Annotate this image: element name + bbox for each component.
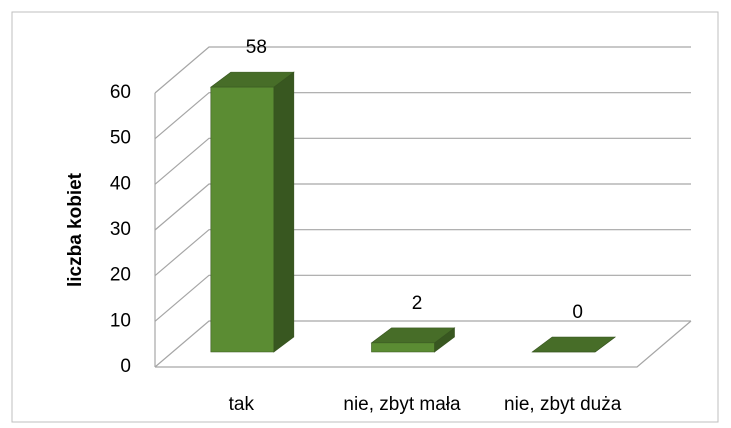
bar-front: [371, 342, 435, 353]
y-tick-label: 30: [110, 219, 131, 240]
data-label: 2: [412, 293, 423, 314]
bar: [370, 327, 456, 353]
x-tick-label: tak: [229, 394, 255, 415]
grid-line: [154, 92, 691, 140]
bar-front: [210, 86, 275, 353]
y-tick-label: 60: [110, 82, 131, 103]
data-label: 0: [572, 302, 583, 323]
grid-line: [154, 46, 691, 94]
chart-border: [11, 11, 719, 423]
y-tick-label: 0: [120, 356, 131, 377]
bar-top: [531, 336, 617, 353]
bar: [531, 336, 617, 353]
y-tick-label: 20: [110, 265, 131, 286]
y-tick-label: 50: [110, 128, 131, 149]
y-tick-label: 10: [110, 310, 131, 331]
grid-line: [154, 229, 691, 277]
data-label: 58: [246, 37, 267, 58]
floor: [155, 320, 692, 368]
x-tick-label: nie, zbyt duża: [504, 394, 622, 415]
bar: [209, 71, 295, 353]
y-tick-label: 40: [110, 173, 131, 194]
grid-line: [154, 137, 691, 185]
y-axis-label: liczba kobiet: [65, 172, 86, 287]
x-tick-label: nie, zbyt mała: [343, 394, 461, 415]
grid-line: [154, 274, 691, 322]
grid-line: [154, 183, 691, 231]
bar-side: [273, 71, 295, 353]
grid-line: [154, 320, 691, 368]
